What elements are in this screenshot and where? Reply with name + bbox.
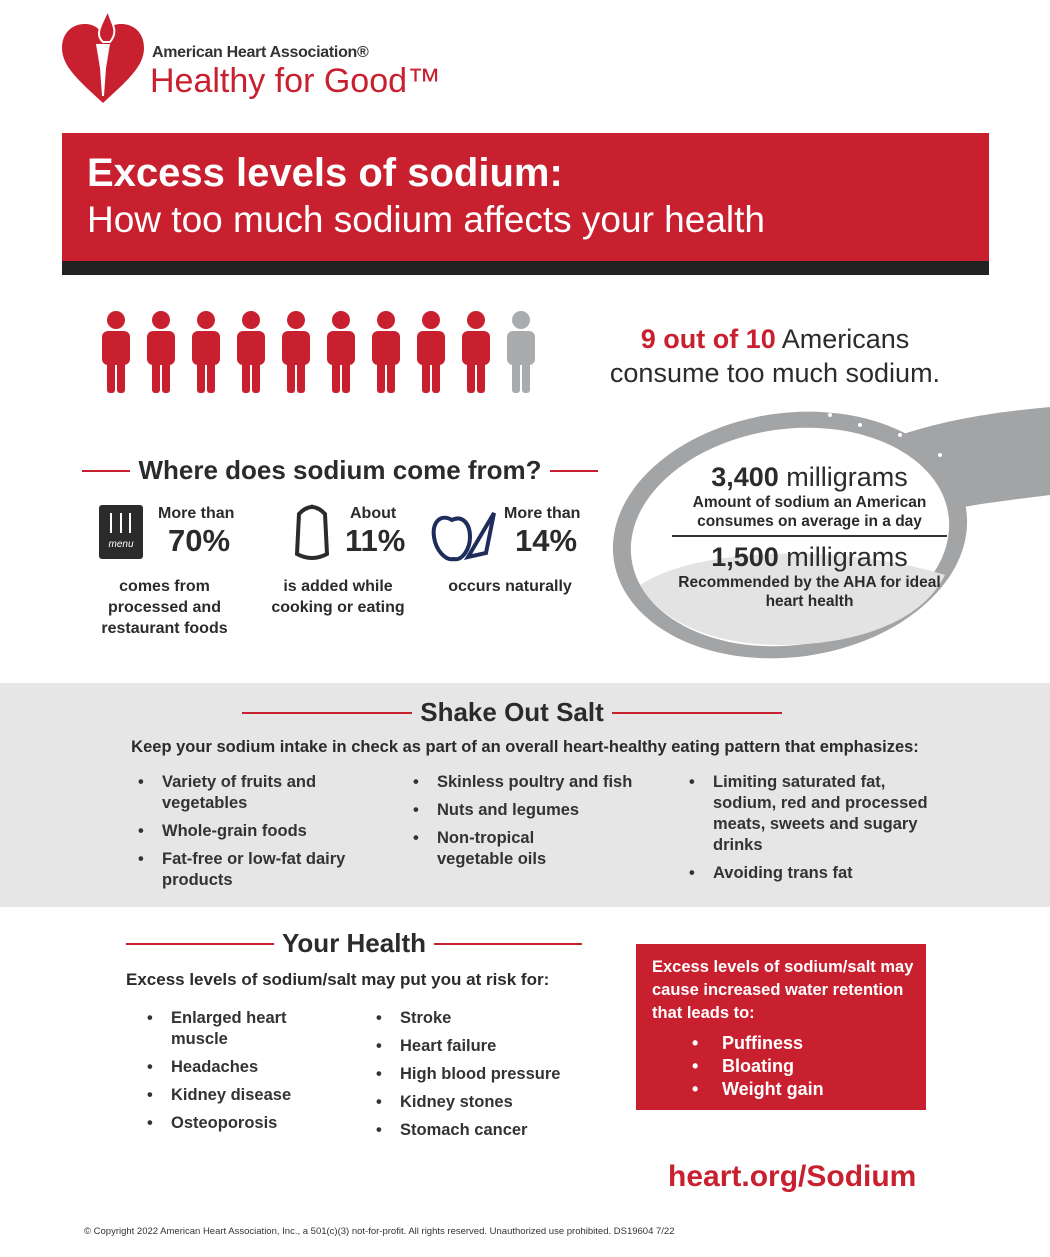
health-heading: Your Health bbox=[126, 928, 582, 959]
sources-heading: Where does sodium come from? bbox=[82, 455, 598, 486]
list-item: High blood pressure bbox=[376, 1064, 620, 1085]
stat-highlight: 9 out of 10 bbox=[640, 324, 776, 354]
source-desc-wrap: occurs naturally bbox=[430, 568, 590, 597]
source-item: About 11% bbox=[340, 505, 420, 559]
list-item: Whole-grain foods bbox=[138, 821, 362, 842]
source-desc: occurs naturally bbox=[448, 578, 572, 595]
list-item: Stomach cancer bbox=[376, 1120, 620, 1141]
list-item: Heart failure bbox=[376, 1036, 620, 1057]
shake-list: Variety of fruits and vegetables Whole-g… bbox=[138, 772, 362, 898]
list-item: Fat-free or low-fat dairy products bbox=[138, 849, 362, 891]
menu-label: menu bbox=[108, 539, 133, 550]
fact-desc: Amount of sodium an American consumes on… bbox=[692, 494, 927, 530]
footer: © Copyright 2022 American Heart Associat… bbox=[84, 1226, 675, 1237]
list-item: Kidney disease bbox=[147, 1085, 331, 1106]
spoon-fact: 3,400 milligrams Amount of sodium an Ame… bbox=[662, 462, 957, 531]
produce-icon bbox=[431, 511, 496, 562]
list-item: Bloating bbox=[692, 1056, 926, 1077]
unit: milligrams bbox=[786, 542, 908, 572]
list-item: Weight gain bbox=[692, 1079, 926, 1100]
health-intro: Excess levels of sodium/salt may put you… bbox=[126, 970, 550, 989]
source-desc-wrap: is added while cooking or eating bbox=[262, 568, 414, 618]
source-prefix: About bbox=[350, 505, 397, 522]
shaker-icon bbox=[294, 504, 330, 560]
stat-line2: consume too much sodium. bbox=[609, 358, 941, 388]
shake-intro: Keep your sodium intake in check as part… bbox=[131, 738, 919, 756]
list-item: Avoiding trans fat bbox=[689, 863, 943, 884]
stat: 9 out of 10 Americans consume too much s… bbox=[560, 322, 990, 390]
source-value: 70% bbox=[168, 523, 231, 558]
health-list: Enlarged heart muscle Headaches Kidney d… bbox=[147, 1008, 331, 1141]
list-item: Enlarged heart muscle bbox=[147, 1008, 331, 1050]
list-item: Variety of fruits and vegetables bbox=[138, 772, 362, 814]
shake-heading: Shake Out Salt bbox=[242, 697, 782, 728]
url[interactable]: heart.org/Sodium bbox=[668, 1160, 917, 1193]
source-prefix: More than bbox=[504, 505, 581, 522]
spoon-fact: 1,500 milligrams Recommended by the AHA … bbox=[672, 542, 947, 611]
list-item: Kidney stones bbox=[376, 1092, 620, 1113]
banner-subtitle: How too much sodium affects your health bbox=[87, 199, 765, 240]
fact-desc: Recommended by the AHA for ideal heart h… bbox=[678, 574, 941, 610]
tagline: Healthy for Good™ bbox=[150, 62, 442, 100]
shake-list: Limiting saturated fat, sodium, red and … bbox=[689, 772, 943, 891]
stat-line1: Americans bbox=[781, 324, 910, 354]
list-item: Skinless poultry and fish bbox=[413, 772, 677, 793]
list-item: Limiting saturated fat, sodium, red and … bbox=[689, 772, 943, 856]
source-desc: comes from processed and restaurant food… bbox=[101, 578, 228, 637]
list-item: Puffiness bbox=[692, 1033, 926, 1054]
amount: 3,400 bbox=[711, 462, 779, 492]
logo-icon bbox=[62, 8, 144, 103]
list-item: Non-tropical vegetable oils bbox=[413, 828, 587, 870]
banner: Excess levels of sodium: How too much so… bbox=[62, 133, 989, 275]
retention-box: Excess levels of sodium/salt may cause i… bbox=[636, 944, 926, 1110]
org-name: American Heart Association® bbox=[152, 44, 369, 61]
source-value: 14% bbox=[515, 523, 578, 558]
box-list: Puffiness Bloating Weight gain bbox=[652, 1033, 926, 1100]
list-item: Headaches bbox=[147, 1057, 331, 1078]
menu-icon: menu bbox=[99, 505, 143, 559]
health-list: Stroke Heart failure High blood pressure… bbox=[376, 1008, 620, 1148]
heading-text: Your Health bbox=[282, 928, 426, 958]
list-item: Stroke bbox=[376, 1008, 620, 1029]
source-desc-wrap: comes from processed and restaurant food… bbox=[82, 568, 247, 639]
source-prefix: More than bbox=[158, 505, 235, 522]
box-text: Excess levels of sodium/salt may cause i… bbox=[652, 958, 914, 1022]
amount: 1,500 bbox=[711, 542, 779, 572]
spoon-divider bbox=[672, 535, 947, 537]
source-item: More than 14% bbox=[500, 505, 600, 559]
heading-text: Shake Out Salt bbox=[420, 697, 604, 727]
list-item: Nuts and legumes bbox=[413, 800, 677, 821]
shake-list: Skinless poultry and fish Nuts and legum… bbox=[413, 772, 677, 877]
banner-title: Excess levels of sodium: bbox=[87, 151, 563, 195]
source-item: More than 70% bbox=[148, 505, 313, 559]
source-value: 11% bbox=[345, 523, 406, 558]
source-desc: is added while cooking or eating bbox=[271, 578, 405, 616]
unit: milligrams bbox=[786, 462, 908, 492]
list-item: Osteoporosis bbox=[147, 1113, 331, 1134]
heading-text: Where does sodium come from? bbox=[138, 455, 542, 485]
people-icons bbox=[102, 311, 535, 393]
